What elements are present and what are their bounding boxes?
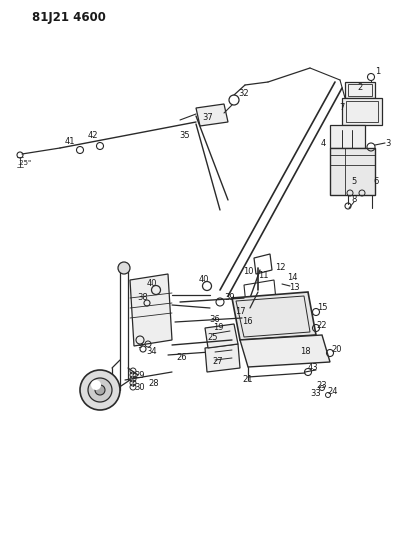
Text: 8: 8 xyxy=(351,196,357,205)
Polygon shape xyxy=(330,125,365,148)
Text: 29: 29 xyxy=(135,372,145,381)
Text: 43: 43 xyxy=(308,364,318,373)
Text: 14: 14 xyxy=(287,273,297,282)
Text: 40: 40 xyxy=(199,274,209,284)
Text: 41: 41 xyxy=(65,138,75,147)
Text: 13: 13 xyxy=(289,284,299,293)
Text: 22: 22 xyxy=(317,320,327,329)
Text: 39: 39 xyxy=(225,294,235,303)
Text: 10: 10 xyxy=(243,268,253,277)
Circle shape xyxy=(91,380,101,390)
Text: 81J21 4600: 81J21 4600 xyxy=(32,12,106,25)
Polygon shape xyxy=(240,335,330,367)
Text: 18: 18 xyxy=(300,348,310,357)
Text: 33: 33 xyxy=(310,390,321,399)
Text: 24: 24 xyxy=(328,387,338,397)
Polygon shape xyxy=(130,274,172,346)
Text: 4: 4 xyxy=(320,139,326,148)
Circle shape xyxy=(136,336,144,344)
Text: 5: 5 xyxy=(351,177,357,187)
Text: 23: 23 xyxy=(317,381,327,390)
Circle shape xyxy=(95,385,105,395)
Circle shape xyxy=(118,262,130,274)
Text: 25: 25 xyxy=(208,334,218,343)
Text: 17: 17 xyxy=(235,308,245,317)
Text: 26: 26 xyxy=(177,353,187,362)
Circle shape xyxy=(80,370,120,410)
Polygon shape xyxy=(345,82,375,98)
Polygon shape xyxy=(232,292,316,340)
Text: .25": .25" xyxy=(17,160,31,166)
Polygon shape xyxy=(196,104,228,126)
Text: 40: 40 xyxy=(147,279,157,287)
Text: 6: 6 xyxy=(373,177,378,187)
Text: 20: 20 xyxy=(332,345,342,354)
Text: 7: 7 xyxy=(339,103,345,112)
Text: 37: 37 xyxy=(203,114,213,123)
Text: 9: 9 xyxy=(137,341,142,350)
Polygon shape xyxy=(205,324,238,348)
Polygon shape xyxy=(205,344,240,372)
Text: 21: 21 xyxy=(243,376,253,384)
Text: 30: 30 xyxy=(135,384,145,392)
Text: 35: 35 xyxy=(179,132,190,141)
Polygon shape xyxy=(330,148,375,195)
Text: 11: 11 xyxy=(258,271,268,279)
Text: 1: 1 xyxy=(375,68,380,77)
Text: 16: 16 xyxy=(242,318,252,327)
Text: 38: 38 xyxy=(138,294,148,303)
Text: 36: 36 xyxy=(210,316,220,325)
Text: 12: 12 xyxy=(275,263,285,272)
Polygon shape xyxy=(342,98,382,125)
Text: 27: 27 xyxy=(213,358,223,367)
Text: 15: 15 xyxy=(317,303,327,312)
Text: 42: 42 xyxy=(88,132,98,141)
Text: 28: 28 xyxy=(149,378,159,387)
Text: 34: 34 xyxy=(147,348,157,357)
Circle shape xyxy=(88,378,112,402)
Text: 32: 32 xyxy=(239,88,249,98)
Text: 2: 2 xyxy=(357,84,363,93)
Text: 19: 19 xyxy=(213,324,223,333)
Text: 3: 3 xyxy=(385,139,391,148)
Text: 31: 31 xyxy=(87,395,98,405)
